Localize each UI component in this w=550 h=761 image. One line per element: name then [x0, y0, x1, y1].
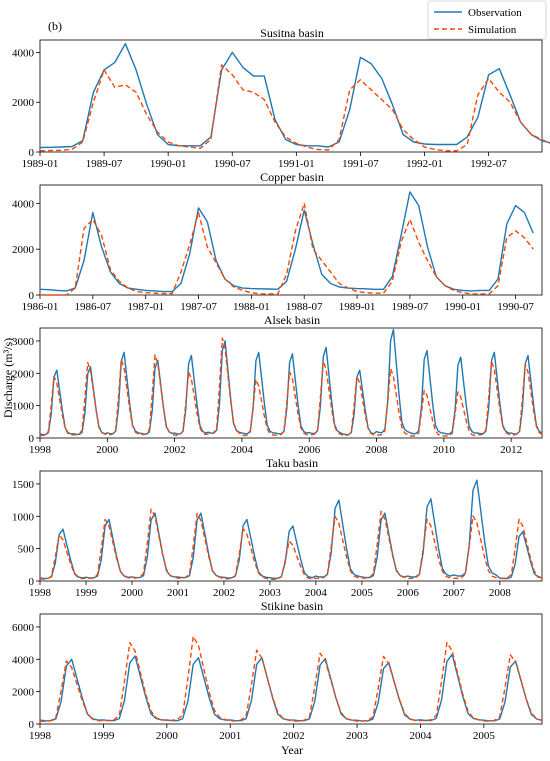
x-tick-label: 1986-07 — [75, 301, 112, 313]
observation-series-line — [39, 43, 550, 149]
plot-frame — [39, 39, 543, 153]
x-tick-label: 2005 — [473, 730, 496, 742]
plot-frame — [39, 470, 543, 582]
x-tick-label: 2001 — [219, 730, 241, 742]
y-tick-label: 1000 — [12, 511, 35, 523]
x-tick-label: 2006 — [298, 444, 321, 456]
x-tick-label: 1989-01 — [22, 158, 59, 170]
alsek-panel: Alsek basin 0 1000 2000 3000 1998 2000 2002 200… — [12, 313, 543, 456]
x-tick-label: 1988-07 — [286, 301, 323, 313]
x-tick-label: 2003 — [259, 587, 282, 599]
y-tick-label: 4000 — [12, 47, 35, 59]
x-tick-label: 1999 — [92, 730, 115, 742]
x-tick-label: 1989-07 — [392, 301, 429, 313]
simulation-series-line — [39, 64, 550, 152]
x-tick-label: 1990-07 — [214, 158, 251, 170]
legend: Observation Simulation — [427, 0, 547, 40]
simulation-series-line — [40, 508, 543, 580]
y-tick-label: 0 — [29, 147, 35, 159]
x-tick-label: 2005 — [351, 587, 374, 599]
x-tick-label: 2000 — [156, 730, 179, 742]
taku-panel: Taku basin 0 500 1000 1500 1998 1999 2000 2001 2… — [12, 456, 543, 599]
x-tick-label: 2002 — [213, 587, 235, 599]
x-tick-label: 1998 — [29, 730, 52, 742]
x-tick-label: 1988-01 — [233, 301, 270, 313]
x-tick-label: 2008 — [366, 444, 389, 456]
y-tick-label: 0 — [29, 576, 35, 588]
x-tick-label: 1987-07 — [180, 301, 217, 313]
x-tick-label: 1998 — [29, 587, 52, 599]
susitna-panel: Susitna basin 0 2000 4000 1989-01 1989-07 199… — [12, 26, 550, 170]
x-tick-label: 2001 — [167, 587, 189, 599]
x-tick-label: 2008 — [489, 587, 512, 599]
observation-series-line — [39, 191, 534, 293]
y-tick-label: 4000 — [12, 198, 35, 210]
observation-series-line — [39, 479, 543, 580]
x-tick-label: 1992-01 — [406, 158, 443, 170]
x-tick-label: 1990-07 — [497, 301, 534, 313]
y-tick-label: 2000 — [12, 687, 35, 699]
y-tick-label: 500 — [18, 544, 35, 556]
y-tick-label: 2000 — [12, 368, 35, 380]
x-tick-label: 2004 — [305, 587, 328, 599]
taku-title: Taku basin — [266, 456, 318, 470]
y-tick-label: 0 — [29, 290, 35, 302]
x-tick-label: 1991-07 — [342, 158, 379, 170]
x-tick-label: 2006 — [397, 587, 420, 599]
y-tick-label: 0 — [29, 719, 35, 731]
x-tick-label: 2010 — [433, 444, 456, 456]
copper-title: Copper basin — [260, 170, 324, 184]
x-tick-label: 1986-01 — [22, 301, 59, 313]
observation-series-line — [39, 328, 543, 436]
x-tick-label: 1989-07 — [86, 158, 123, 170]
legend-observation-label: Observation — [468, 7, 522, 19]
plot-frame — [39, 184, 543, 296]
x-tick-label: 2004 — [231, 444, 254, 456]
y-tick-label: 2000 — [12, 244, 35, 256]
simulation-series-line — [40, 337, 543, 437]
x-tick-label: 1990-01 — [150, 158, 187, 170]
x-tick-label: 2004 — [409, 730, 432, 742]
x-tick-label: 1998 — [29, 444, 52, 456]
x-tick-label: 1990-01 — [444, 301, 481, 313]
x-tick-label: 2002 — [164, 444, 186, 456]
alsek-title: Alsek basin — [264, 313, 320, 327]
x-tick-label: 2007 — [443, 587, 466, 599]
legend-simulation-label: Simulation — [468, 24, 517, 36]
x-tick-label: 2012 — [500, 444, 522, 456]
y-axis-label: Discharge (m³/s) — [1, 338, 15, 418]
y-tick-label: 1000 — [12, 401, 35, 413]
y-tick-label: 3000 — [12, 336, 35, 348]
stikine-panel: Stikine basin 0 2000 4000 6000 1998 1999 2000 2… — [12, 599, 543, 742]
panel-label: (b) — [48, 19, 62, 33]
simulation-series-line — [40, 635, 543, 722]
y-tick-label: 6000 — [12, 622, 35, 634]
x-tick-label: 2000 — [121, 587, 144, 599]
simulation-series-line — [40, 202, 534, 296]
stikine-title: Stikine basin — [261, 599, 323, 613]
susitna-title: Susitna basin — [260, 26, 324, 40]
y-tick-label: 0 — [29, 433, 35, 445]
x-axis-label: Year — [281, 743, 303, 757]
x-tick-label: 1992-07 — [470, 158, 507, 170]
x-tick-label: 2003 — [346, 730, 369, 742]
x-tick-label: 1991-01 — [278, 158, 315, 170]
plot-frame — [39, 327, 543, 439]
y-tick-label: 2000 — [12, 97, 35, 109]
x-tick-label: 1999 — [75, 587, 98, 599]
y-tick-label: 4000 — [12, 654, 35, 666]
plot-frame — [39, 613, 543, 725]
x-tick-label: 2002 — [283, 730, 305, 742]
x-tick-label: 1989-01 — [339, 301, 376, 313]
x-tick-label: 1987-01 — [127, 301, 164, 313]
observation-series-line — [39, 653, 543, 722]
copper-panel: Copper basin 0 2000 4000 1986-01 1986-07 1987… — [12, 170, 543, 313]
x-tick-label: 2000 — [96, 444, 119, 456]
y-tick-label: 1500 — [12, 479, 35, 491]
